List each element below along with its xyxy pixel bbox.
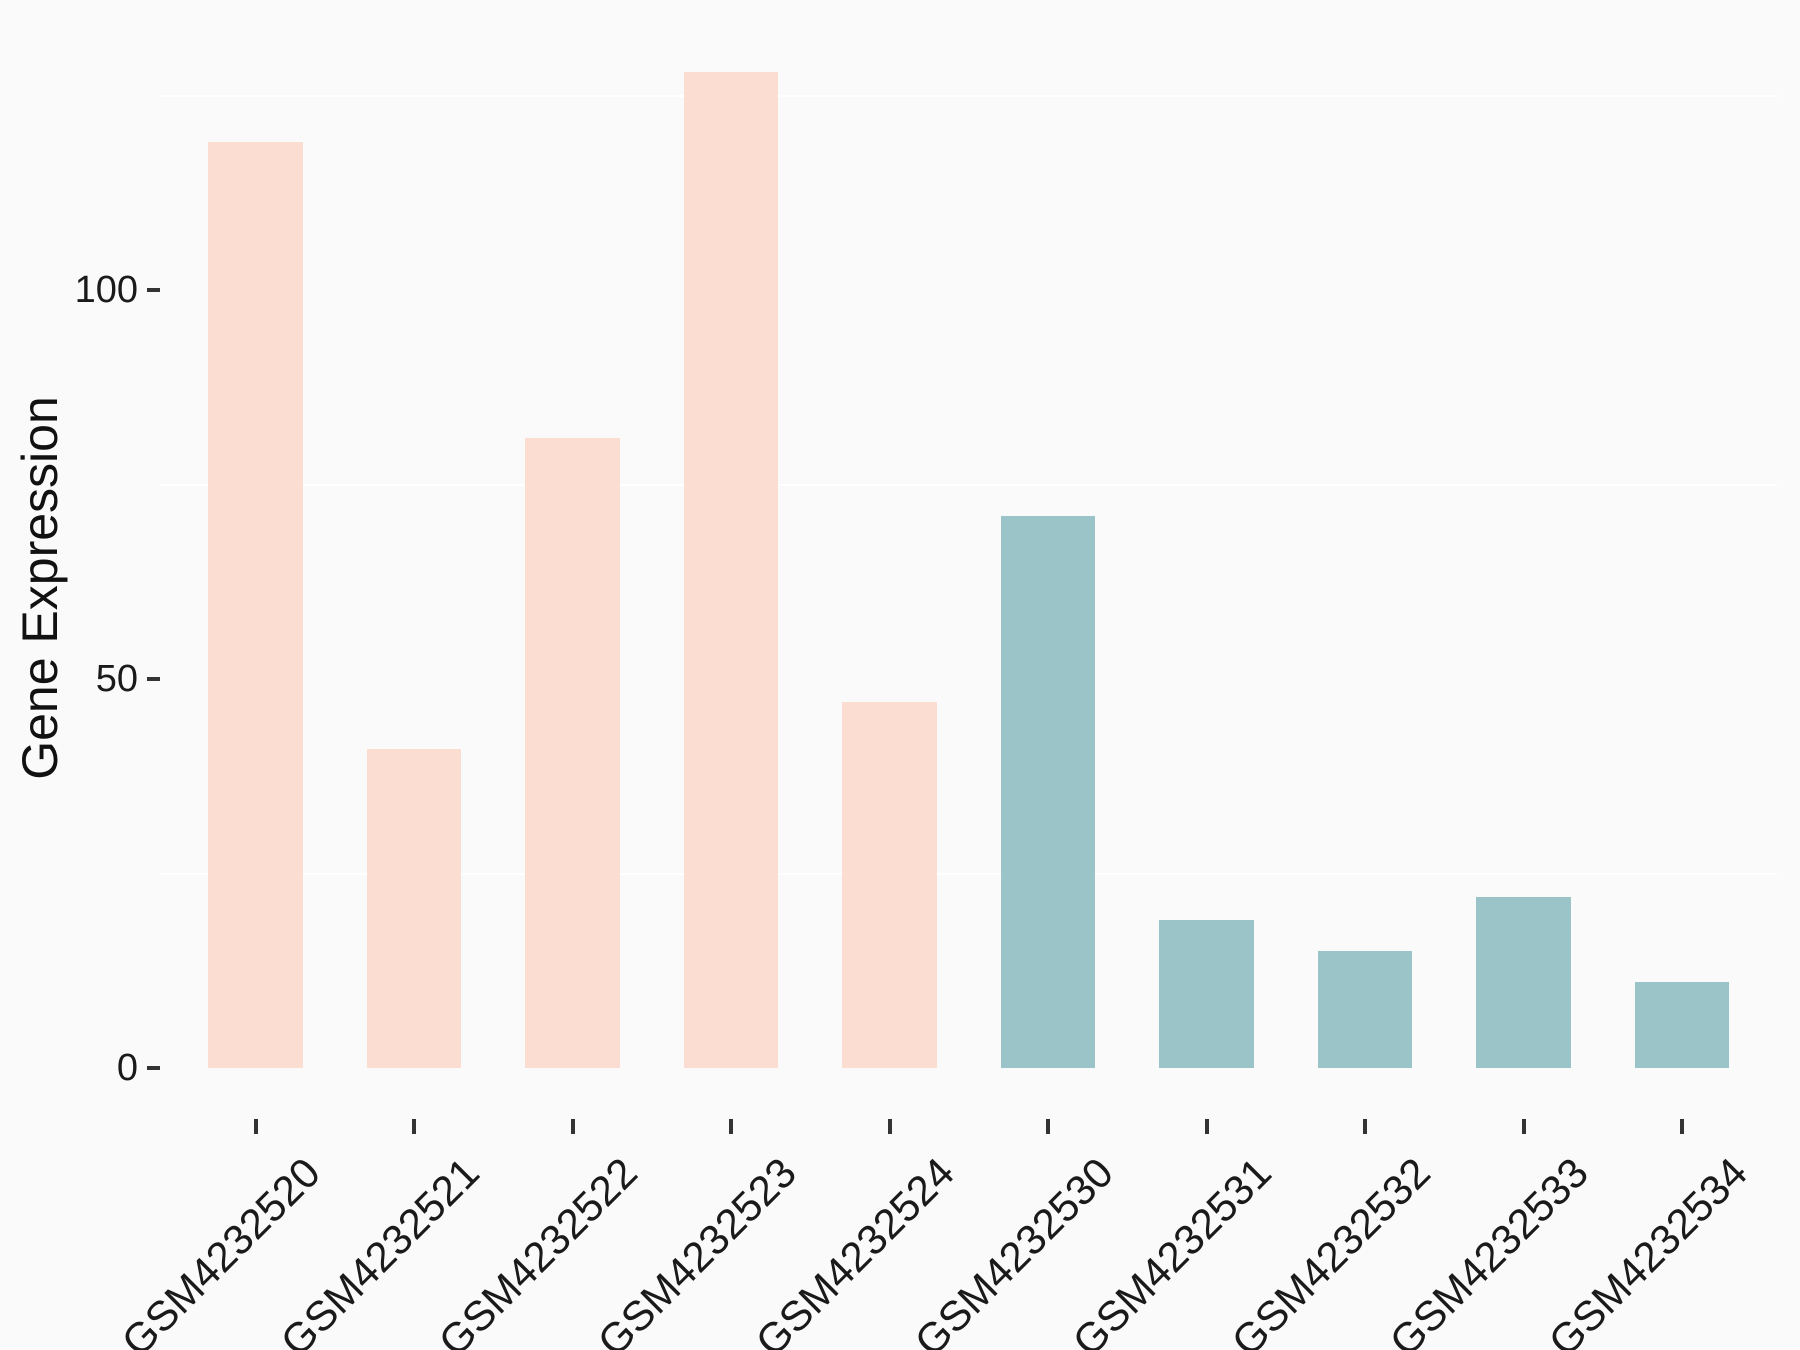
y-minor-gridline bbox=[160, 483, 1777, 486]
y-minor-gridline bbox=[160, 94, 1777, 97]
x-axis-tick bbox=[1680, 1119, 1684, 1134]
bar-GSM4232531 bbox=[1159, 920, 1254, 1068]
x-axis-tick bbox=[1521, 1119, 1526, 1134]
y-axis-title: Gene Expression bbox=[12, 396, 68, 780]
x-axis-tick bbox=[729, 1119, 733, 1134]
bar-GSM4232523 bbox=[683, 72, 779, 1068]
y-axis-tick bbox=[147, 1066, 160, 1070]
x-axis-tick bbox=[1204, 1119, 1209, 1134]
bar-GSM4232522 bbox=[525, 437, 620, 1068]
y-axis-tick-label: 100 bbox=[74, 269, 138, 311]
x-axis-tick bbox=[253, 1119, 258, 1134]
x-axis-tick bbox=[570, 1119, 575, 1134]
x-axis-tick bbox=[1363, 1119, 1367, 1134]
bar-GSM4232520 bbox=[208, 142, 303, 1068]
bar-GSM4232524 bbox=[842, 702, 937, 1068]
bar-GSM4232530 bbox=[1000, 515, 1096, 1068]
y-axis-tick-label: 0 bbox=[116, 1047, 138, 1089]
y-axis-tick bbox=[147, 288, 160, 292]
x-axis-tick bbox=[412, 1119, 416, 1134]
bar-GSM4232521 bbox=[366, 749, 462, 1068]
y-axis-tick-label: 50 bbox=[95, 658, 138, 700]
bar-GSM4232532 bbox=[1317, 951, 1413, 1068]
bar-GSM4232533 bbox=[1476, 896, 1571, 1068]
y-axis-tick bbox=[147, 677, 160, 681]
y-minor-gridline bbox=[160, 872, 1777, 875]
x-axis-tick bbox=[1046, 1119, 1050, 1134]
x-axis-tick bbox=[887, 1119, 892, 1134]
bar-GSM4232534 bbox=[1634, 982, 1730, 1068]
